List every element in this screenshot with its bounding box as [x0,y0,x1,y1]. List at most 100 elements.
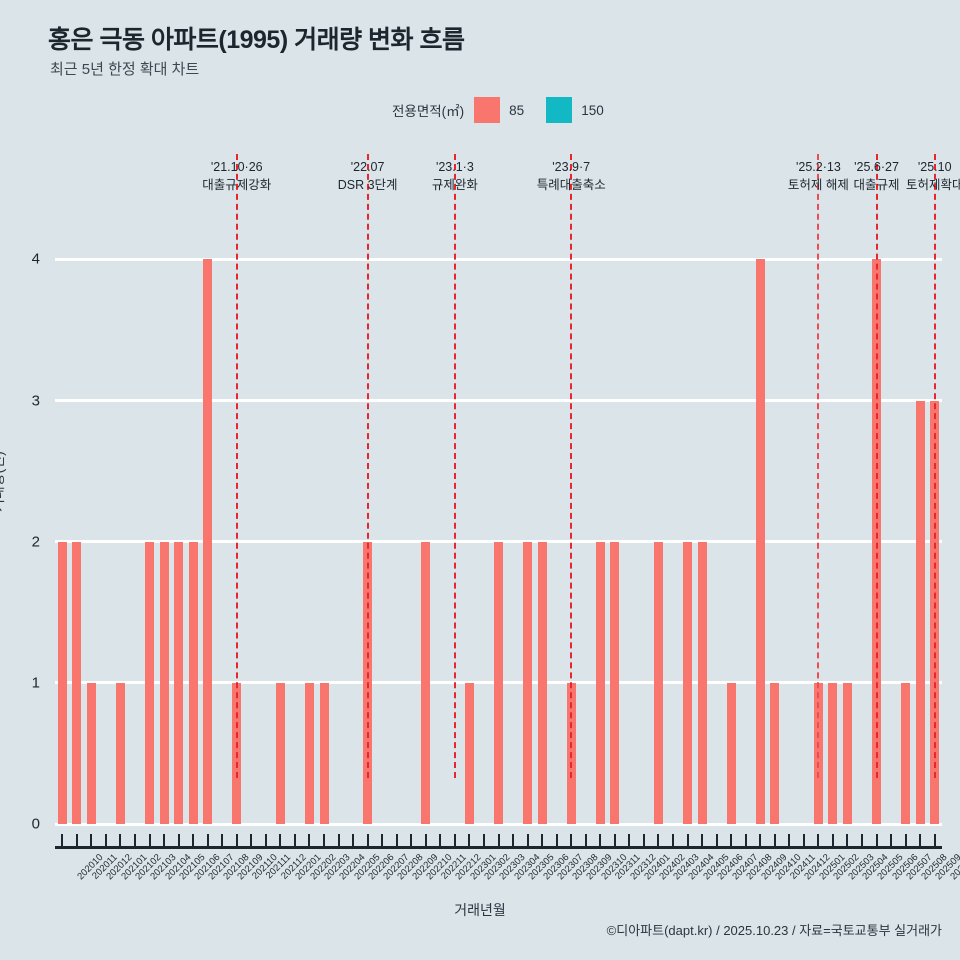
x-tick [904,834,907,847]
x-tick [512,834,515,847]
event-name: 대출규제 [853,178,900,193]
event-date: '25.2·13 [795,160,841,174]
x-tick [526,834,529,847]
y-tick-label: 0 [31,815,40,833]
event-date: '22.07 [350,160,385,174]
bar[interactable] [828,682,838,824]
x-tick [75,834,78,847]
x-tick [337,834,340,847]
plot-area [55,154,942,826]
event-name: DSR 3단계 [337,178,398,193]
bar[interactable] [915,400,925,824]
bar[interactable] [683,541,693,824]
event-name: 토허제 해제 [787,178,849,193]
event-name: 대출규제강화 [202,178,272,193]
bar[interactable] [57,541,67,824]
bar[interactable] [115,682,125,824]
x-tick [366,834,369,847]
y-tick-label: 3 [31,392,40,410]
gridline [55,257,942,261]
x-tick [482,834,485,847]
x-tick [642,834,645,847]
footer-credit: ©디아파트(dapt.kr) / 2025.10.23 / 자료=국토교통부 실… [606,923,942,938]
x-tick [817,834,820,847]
bar[interactable] [304,682,314,824]
x-tick [163,834,166,847]
bar[interactable] [755,259,765,824]
y-tick-label: 1 [31,674,40,692]
x-tick [497,834,500,847]
x-tick [570,834,573,847]
bar[interactable] [86,682,96,824]
bar[interactable] [275,682,285,824]
x-tick [715,834,718,847]
event-name: 특례대출축소 [536,178,606,193]
x-tick [861,834,864,847]
x-tick [323,834,325,847]
x-tick [61,834,64,847]
x-tick [555,834,558,847]
x-tick [599,834,602,847]
event-label: '21.10·26 대출규제강화 [202,158,271,194]
bar[interactable] [537,541,547,824]
bar[interactable] [595,541,605,824]
x-tick [802,834,805,847]
x-tick [235,834,238,847]
event-label: '23.1·3 규제완화 [432,158,478,194]
x-tick [104,834,107,847]
x-tick [424,834,427,847]
x-tick [352,834,355,847]
x-tick [439,834,442,847]
event-marker-line [570,154,573,778]
event-marker-line [366,154,369,778]
x-tick [453,834,456,847]
event-marker-line [453,154,456,778]
x-tick [90,834,93,847]
bar[interactable] [203,259,213,824]
x-tick [671,834,674,847]
bar[interactable] [464,682,474,824]
x-tick [410,834,413,847]
bar[interactable] [842,682,852,824]
bar[interactable] [159,541,169,824]
bar[interactable] [653,541,663,824]
bar[interactable] [901,682,911,824]
bar[interactable] [697,541,707,824]
chart-title: 홍은 극동 아파트(1995) 거래량 변화 흐름 [48,26,465,54]
x-tick [744,834,747,847]
bar[interactable] [72,541,82,824]
x-tick [381,834,384,847]
bar[interactable] [145,541,155,824]
x-tick [221,834,224,847]
x-tick [846,834,849,847]
event-label: '25.10 토허제확대 [906,158,960,194]
event-date: '25.10 [917,160,952,174]
bar[interactable] [494,541,503,824]
x-tick [759,834,762,847]
bar[interactable] [188,541,198,824]
event-marker-line [817,154,820,778]
bar[interactable] [174,541,184,824]
bar[interactable] [421,541,431,824]
x-tick [293,834,296,847]
event-label: '25.2·13 토허제 해제 [788,158,849,194]
x-tick [933,834,936,847]
x-tick [264,834,267,847]
x-tick [279,834,282,847]
legend-label-85: 85 [509,102,525,118]
x-tick [177,834,180,847]
bar[interactable] [319,682,329,824]
x-tick [788,834,791,847]
x-tick [730,834,733,847]
x-axis-title: 거래년월 [454,902,506,918]
x-tick [192,834,195,847]
chart-subtitle: 최근 5년 한정 확대 차트 [50,61,200,78]
bar[interactable] [770,682,780,824]
bar[interactable] [726,682,736,824]
bar[interactable] [523,541,533,824]
event-date: '23.9·7 [552,160,591,174]
bar[interactable] [610,541,620,824]
x-tick [541,834,544,847]
y-tick-label: 2 [31,533,40,551]
event-marker-line [933,154,936,778]
